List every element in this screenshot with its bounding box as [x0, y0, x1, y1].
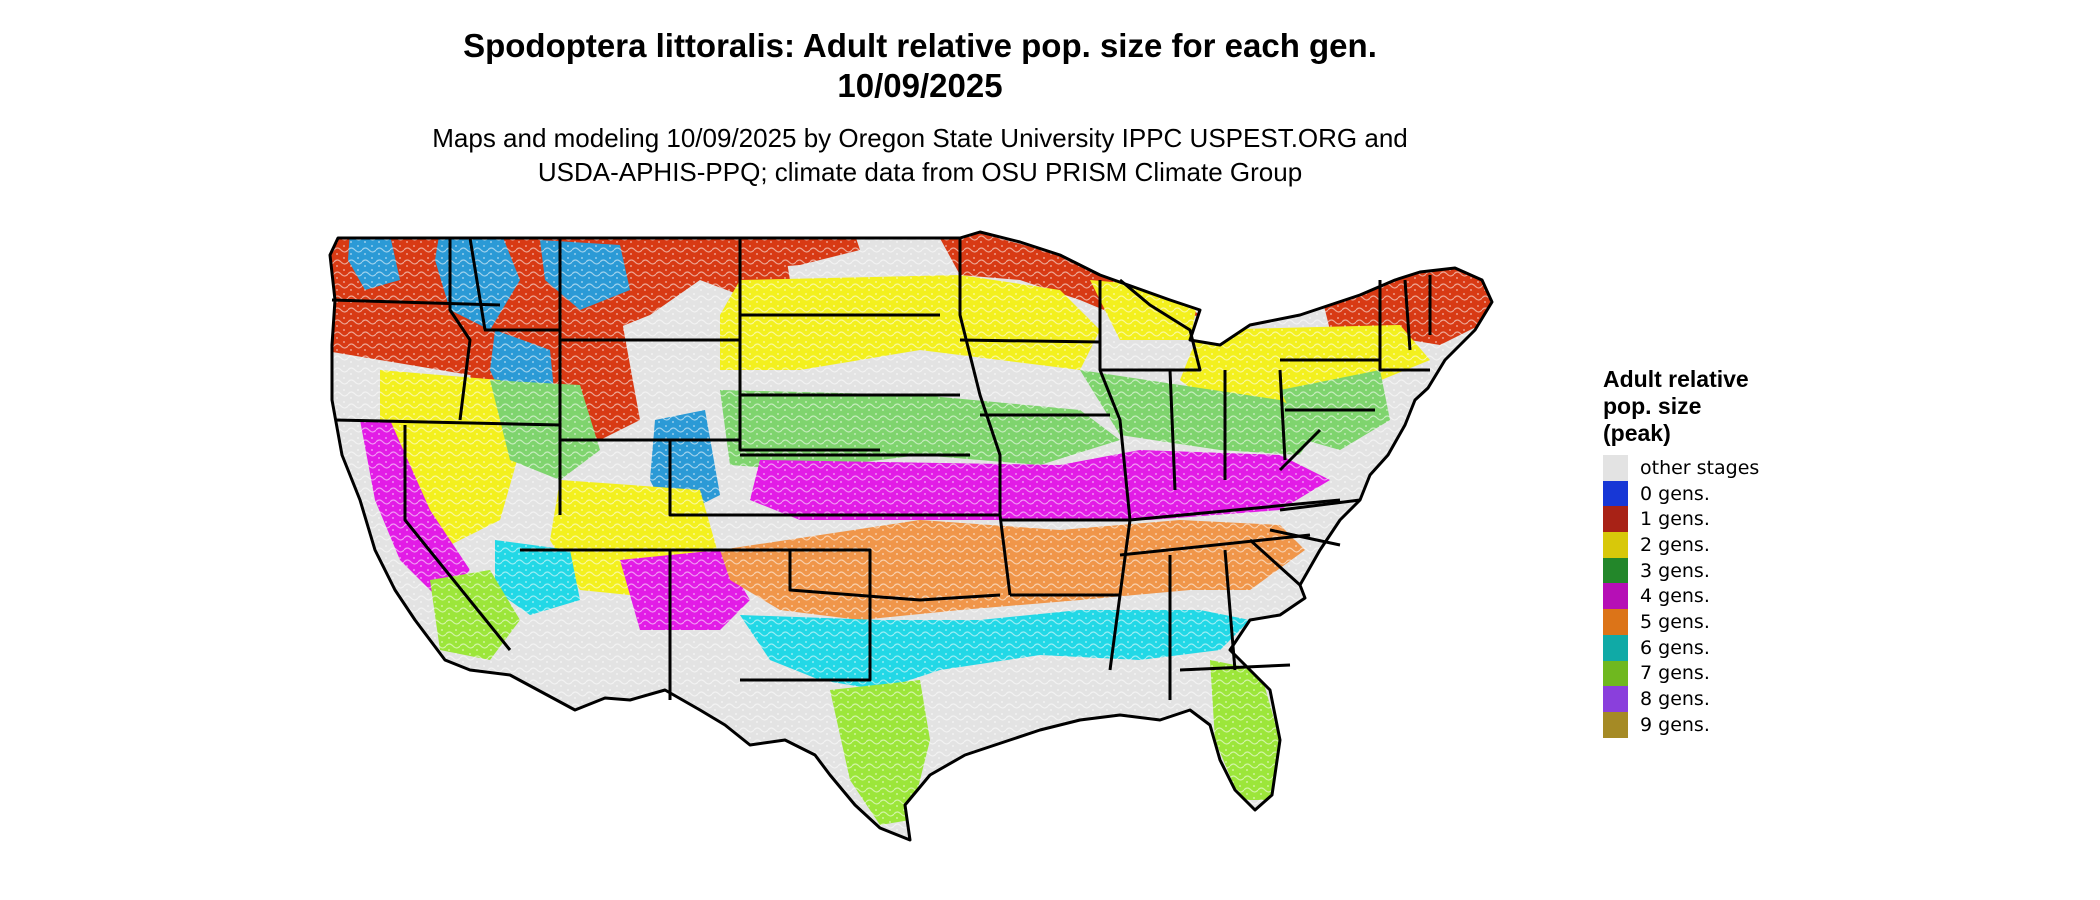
- legend-item: 9 gens.: [1603, 711, 1903, 738]
- state-borders: [328, 230, 1494, 842]
- legend-swatch: [1603, 506, 1628, 533]
- us-generations-map: [328, 230, 1494, 842]
- legend-item: 8 gens.: [1603, 686, 1903, 712]
- border-mississippi: [1098, 280, 1132, 671]
- border-oh-pa: [1278, 369, 1287, 461]
- border-or-ca-nv: [334, 418, 561, 427]
- legend-label: 5 gens.: [1640, 610, 1710, 633]
- generation-zones: [330, 232, 1492, 840]
- border-va-nc: [1279, 498, 1361, 512]
- legend-swatch: [1603, 634, 1628, 661]
- border-vt-nh: [1403, 279, 1412, 351]
- legend-swatch: [1603, 583, 1628, 610]
- legend-swatch: [1603, 557, 1628, 584]
- border-nc-sc: [1269, 528, 1341, 547]
- map-title-date: 10/09/2025: [837, 67, 1003, 104]
- border-ky-tn: [1129, 498, 1341, 522]
- legend-item: 5 gens.: [1603, 609, 1903, 635]
- border-wa-or: [331, 298, 501, 307]
- us-outline: [328, 230, 1494, 842]
- border-ga-fl: [1179, 663, 1291, 672]
- legend-label: 2 gens.: [1640, 533, 1710, 556]
- border-new-england: [1378, 280, 1430, 372]
- legend-swatch: [1603, 455, 1628, 481]
- map-title-line-1: Spodoptera littoralis: Adult relative po…: [463, 27, 1377, 64]
- legend-swatch: [1603, 609, 1628, 635]
- legend-item: 3 gens.: [1603, 557, 1903, 584]
- border-id: [448, 238, 472, 421]
- legend-item: 0 gens.: [1603, 480, 1903, 507]
- legend-label: 6 gens.: [1640, 636, 1710, 659]
- border-plains-east: [958, 238, 1012, 596]
- legend-title: Adult relative pop. size (peak): [1603, 366, 1903, 447]
- legend-item: 1 gens.: [1603, 506, 1903, 533]
- legend-item: 6 gens.: [1603, 634, 1903, 661]
- border-mn-ia: [959, 338, 1101, 344]
- legend-title-line-2: pop. size: [1603, 393, 1702, 419]
- border-nm: [670, 548, 872, 682]
- border-ga-sc: [1248, 538, 1302, 587]
- legend-title-line-1: Adult relative: [1603, 366, 1749, 392]
- legend-item: 2 gens.: [1603, 532, 1903, 558]
- legend-label: 4 gens.: [1640, 585, 1710, 608]
- legend-swatch: [1603, 686, 1628, 712]
- legend-label: other stages: [1640, 456, 1760, 479]
- legend-items: other stages 0 gens. 1 gens. 2 gens. 3 gens.…: [1603, 455, 1903, 738]
- map-legend: Adult relative pop. size (peak) other st…: [1603, 366, 1903, 738]
- border-al-ga: [1223, 549, 1237, 671]
- legend-label: 9 gens.: [1640, 713, 1710, 736]
- legend-swatch: [1603, 532, 1628, 558]
- legend-item: other stages: [1603, 455, 1903, 481]
- border-ca-nv: [403, 425, 512, 651]
- border-ok-tx: [788, 550, 1001, 602]
- border-michigan: [1119, 278, 1202, 372]
- legend-item: 7 gens.: [1603, 660, 1903, 687]
- border-ky-wv: [1278, 428, 1322, 472]
- legend-label: 7 gens.: [1640, 662, 1710, 685]
- legend-title-line-3: (peak): [1603, 420, 1671, 446]
- map-subtitle-line-1: Maps and modeling 10/09/2025 by Oregon S…: [432, 123, 1408, 153]
- legend-swatch: [1603, 480, 1628, 507]
- legend-item: 4 gens.: [1603, 583, 1903, 610]
- map-subtitle-line-2: USDA-APHIS-PPQ; climate data from OSU PR…: [537, 157, 1303, 187]
- legend-label: 3 gens.: [1640, 559, 1710, 582]
- legend-label: 0 gens.: [1640, 482, 1710, 505]
- legend-swatch: [1603, 711, 1628, 738]
- map-texture: [330, 232, 1492, 840]
- legend-label: 1 gens.: [1640, 508, 1710, 531]
- border-mt-id: [468, 237, 560, 332]
- border-dakotas: [738, 238, 880, 452]
- legend-swatch: [1603, 660, 1628, 687]
- border-tn-south: [1119, 533, 1311, 557]
- legend-label: 8 gens.: [1640, 688, 1710, 711]
- border-il-in: [1168, 369, 1177, 491]
